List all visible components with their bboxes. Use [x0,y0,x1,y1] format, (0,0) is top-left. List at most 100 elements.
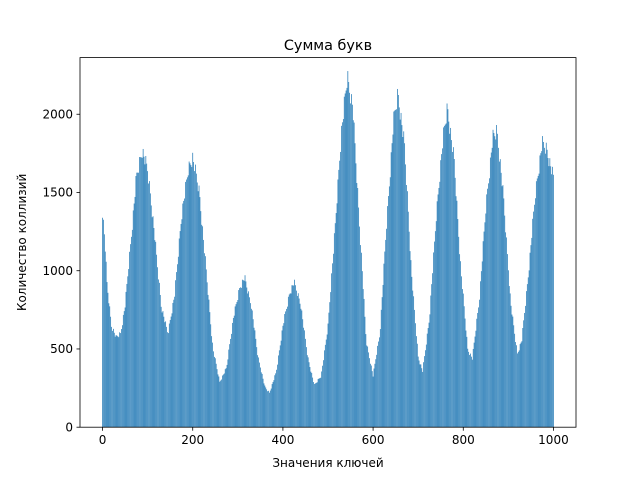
bar [195,173,197,428]
bar [159,294,161,428]
bar [409,251,411,428]
bar [187,175,189,428]
bar [383,263,385,428]
bar [426,333,428,428]
bar [476,318,478,428]
bar [508,270,509,428]
bar [163,316,165,428]
bar [233,315,235,428]
bar [267,391,268,428]
bar [418,360,420,428]
bar [144,164,146,428]
bar [232,317,234,428]
bar [240,287,241,428]
bar [337,179,339,428]
bar [480,271,482,428]
bar [349,92,350,428]
x-tick-label: 600 [362,433,385,447]
bar [472,348,474,428]
bar [444,124,446,428]
bar [164,322,166,428]
bar [346,87,348,428]
bar [139,157,140,428]
bar [352,120,354,428]
bar [449,133,451,428]
bar [484,222,486,428]
bar [508,286,510,428]
bar [478,307,479,428]
bar [439,181,441,428]
bar [206,282,208,428]
x-tick-label: 0 [99,433,107,447]
bar [149,193,151,428]
bar [510,305,512,428]
bar [465,330,467,428]
bar [277,364,278,428]
bar [138,172,139,428]
bar [425,350,426,428]
bar [502,185,504,428]
bar [188,161,190,428]
bar [400,112,402,428]
bar [550,166,552,428]
bar [529,252,531,428]
bar [322,365,323,428]
x-axis-label: Значения ключей [272,456,383,470]
bar [134,196,136,428]
bar [230,338,231,428]
bar [128,269,130,428]
bar [489,178,490,428]
bar [461,276,462,428]
bar [131,229,133,428]
bar [162,311,164,428]
bar [155,241,157,428]
bar [264,385,266,428]
bar [339,160,341,428]
bar [245,281,247,428]
bar [253,327,255,428]
bar [135,176,137,428]
bar [186,179,187,428]
bar [325,339,327,428]
bar [536,178,538,428]
bar [110,316,112,428]
bar [113,332,115,428]
bar [434,241,435,428]
bar [204,253,205,428]
y-tick-label: 2000 [42,107,73,121]
bar [319,378,321,428]
bar [175,280,176,428]
bar [331,273,332,428]
bar [153,227,155,428]
bar [544,147,545,428]
bar [401,125,403,428]
bar [410,260,412,428]
bar [384,251,386,428]
bar [256,347,258,428]
bar [156,254,158,428]
bar [525,305,526,428]
bar [120,333,121,428]
bar [268,390,269,428]
bar [522,328,524,428]
bar [391,143,393,428]
bar [246,287,248,428]
bar [511,314,513,428]
bar [374,363,376,428]
bar [234,306,236,428]
bar [111,326,112,428]
bar [450,127,452,428]
bar [408,231,410,428]
bar [373,368,375,428]
bar [185,181,186,428]
bar [512,316,514,428]
bar [344,93,346,428]
bar [505,232,507,428]
bar [251,310,253,428]
bar [328,312,330,428]
bar [263,383,265,428]
bar [102,217,103,428]
bar [396,109,397,428]
bar [103,234,105,428]
bar [104,251,106,428]
